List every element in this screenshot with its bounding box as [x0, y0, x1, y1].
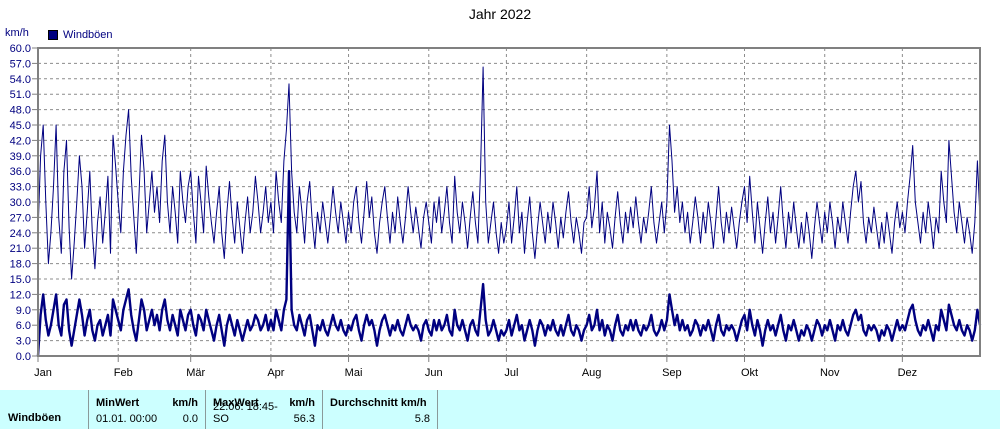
y-tick-label: 33.0 — [10, 182, 31, 194]
y-tick-label: 21.0 — [10, 243, 31, 255]
x-tick-label: Nov — [820, 367, 840, 379]
y-tick-label: 51.0 — [10, 89, 31, 101]
x-tick-label: Okt — [741, 367, 758, 379]
y-tick-label: 15.0 — [10, 274, 31, 286]
maxwert-value: 56.3 — [293, 413, 315, 425]
chart-plot-area: 0.0 3.0 6.0 9.0 12.0 15.0 18.0 21.0 24.0 27.0 30.0… — [10, 43, 982, 379]
series-line-windboeen-thin — [37, 66, 981, 280]
maxwert-unit-header: km/h — [289, 397, 315, 409]
table-durchschnitt-cell: Durchschnitt km/h 5.8 — [322, 390, 437, 429]
maxwert-datetime: 22.06. 18:45-SO — [213, 401, 278, 425]
x-tick-label: Feb — [114, 367, 133, 379]
x-tick-label: Jul — [504, 367, 518, 379]
legend-label: Windböen — [63, 29, 113, 41]
minwert-header: MinWert — [96, 397, 140, 409]
y-tick-label: 36.0 — [10, 166, 31, 178]
durchschnitt-header: Durchschnitt km/h — [330, 397, 427, 409]
table-maxwert-cell: MaxWert km/h 22.06. 18:45-SO 56.3 — [205, 390, 322, 429]
y-tick-label: 12.0 — [10, 289, 31, 301]
x-tick-label: Jan — [34, 367, 52, 379]
table-minwert-cell: MinWert km/h 01.01. 00:00 0.0 — [88, 390, 205, 429]
y-tick-label: 6.0 — [16, 320, 31, 332]
table-empty-cell — [437, 390, 1000, 429]
y-tick-label: 30.0 — [10, 197, 31, 209]
y-tick-label: 57.0 — [10, 58, 31, 70]
summary-table: Windböen MinWert km/h 01.01. 00:00 0.0 M… — [0, 390, 1000, 429]
y-tick-label: 18.0 — [10, 259, 31, 271]
y-tick-label: 39.0 — [10, 151, 31, 163]
table-row-label: Windböen — [8, 412, 62, 424]
y-tick-label: 60.0 — [10, 43, 31, 55]
minwert-value: 0.0 — [182, 413, 198, 425]
legend-swatch-icon — [48, 30, 58, 40]
y-tick-label: 45.0 — [10, 120, 31, 132]
y-axis-unit-label: km/h — [5, 27, 29, 39]
y-tick-label: 3.0 — [16, 336, 31, 348]
x-tick-label: Jun — [425, 367, 443, 379]
y-tick-label: 42.0 — [10, 135, 31, 147]
x-tick-label: Mär — [186, 367, 205, 379]
table-row-label-cell: Windböen — [0, 390, 88, 429]
y-tick-label: 54.0 — [10, 74, 31, 86]
y-tick-label: 9.0 — [16, 305, 31, 317]
minwert-unit-header: km/h — [172, 397, 198, 409]
x-tick-label: Dez — [898, 367, 918, 379]
legend: Windböen — [48, 29, 113, 41]
chart-title: Jahr 2022 — [468, 6, 532, 22]
x-tick-label: Aug — [582, 367, 602, 379]
minwert-datetime: 01.01. 00:00 — [96, 413, 158, 425]
y-tick-label: 48.0 — [10, 105, 31, 117]
x-tick-label: Mai — [345, 367, 363, 379]
x-tick-label: Sep — [662, 367, 682, 379]
series-line-windboeen-bold — [36, 169, 982, 357]
x-tick-label: Apr — [267, 367, 284, 379]
y-tick-label: 0.0 — [16, 351, 31, 363]
durchschnitt-value: 5.8 — [414, 413, 430, 425]
y-tick-label: 27.0 — [10, 212, 31, 224]
maxwert-header: MaxWert — [213, 397, 259, 409]
y-tick-label: 24.0 — [10, 228, 31, 240]
plot-border — [37, 47, 981, 357]
